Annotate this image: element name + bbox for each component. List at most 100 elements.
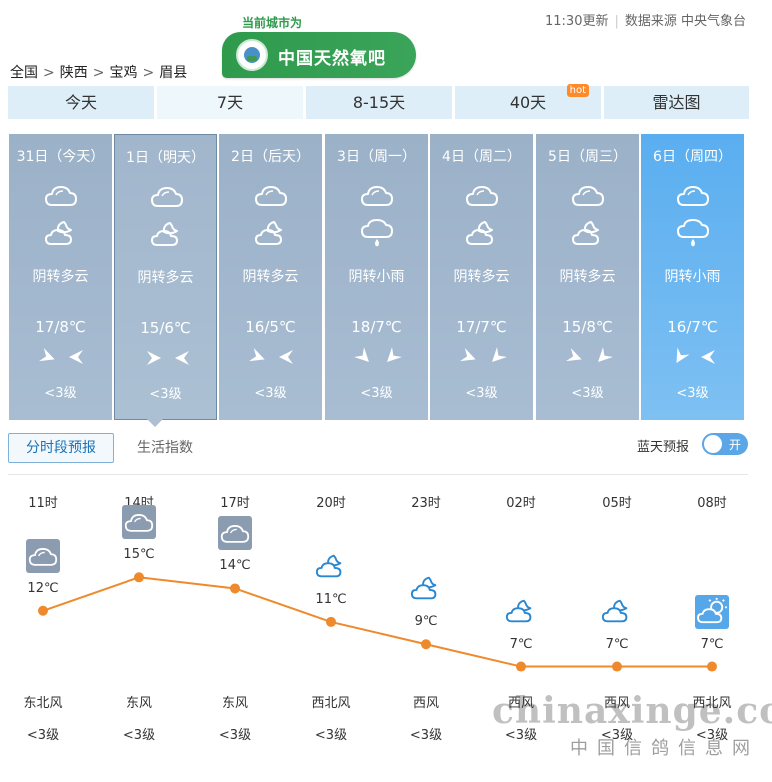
partly-cloudy-night-icon: [254, 218, 288, 246]
wind-level: <3级: [254, 386, 287, 401]
hour-wind-direction: 东北风: [23, 696, 63, 711]
day-card[interactable]: 5日（周三） 阴转多云 15/8℃ <3级: [536, 134, 639, 420]
day-date: 5日（周三）: [548, 149, 627, 165]
natural-oxygen-badge[interactable]: 中国天然氧吧: [222, 32, 416, 78]
temperature-point: [707, 661, 717, 672]
day-weather-desc: 阴转多云: [137, 270, 194, 286]
hour-temperature-label: 7℃: [605, 636, 629, 652]
temperature-point: [134, 572, 144, 583]
day-temperature: 16/7℃: [667, 318, 718, 336]
toggle-knob: [704, 435, 722, 453]
breadcrumb-city[interactable]: 宝鸡: [109, 65, 138, 81]
breadcrumb: 全国 > 陕西 > 宝鸡 > 眉县: [10, 62, 187, 82]
data-source: 数据来源 中央气象台: [624, 14, 746, 29]
temperature-line: [42, 576, 712, 668]
day-weather-desc: 阴转小雨: [664, 269, 721, 285]
wind-direction: [9, 348, 112, 368]
wind-direction-icon: [354, 347, 373, 370]
temperature-point: [326, 616, 336, 627]
breadcrumb-province[interactable]: 陕西: [59, 65, 88, 81]
wind-direction-icon: [173, 349, 191, 371]
cloudy-icon: [254, 182, 288, 210]
hour-temperature-label: 14℃: [219, 558, 251, 574]
wind-direction-icon: [671, 347, 690, 370]
hour-label: 20时: [316, 496, 346, 511]
hour-wind-direction: 西北风: [692, 696, 732, 711]
cloudy-icon: [122, 505, 156, 540]
hour-label: 08时: [697, 496, 727, 511]
tab-7day[interactable]: 7天: [157, 86, 303, 119]
update-info: 11:30更新 | 数据来源 中央气象台: [545, 14, 746, 29]
day-weather-desc: 阴转多云: [242, 269, 299, 285]
tab-life-index[interactable]: 生活指数: [137, 440, 193, 456]
cloudy-icon: [571, 182, 605, 210]
temperature-point: [38, 605, 48, 616]
day-weather-desc: 阴转多云: [32, 269, 89, 285]
breadcrumb-country[interactable]: 全国: [10, 65, 38, 81]
blue-sky-forecast-label: 蓝天预报: [637, 440, 690, 455]
day-card[interactable]: 2日（后天） 阴转多云 16/5℃ <3级: [219, 134, 322, 420]
tab-40day[interactable]: 40天 hot: [455, 84, 601, 119]
partly-cloudy-night-icon: [600, 595, 634, 629]
day-card[interactable]: 1日（明天） 阴转多云 15/6℃ <3级: [114, 134, 217, 420]
hour-wind-level: <3级: [695, 728, 729, 743]
day-temperature: 15/8℃: [562, 318, 613, 336]
wind-direction-icon: [249, 348, 267, 370]
tab-hourly-forecast[interactable]: 分时段预报: [8, 433, 114, 463]
partly-cloudy-night-icon: [571, 218, 605, 246]
tab-radar[interactable]: 雷达图: [604, 86, 749, 119]
wind-level: <3级: [571, 386, 604, 401]
day-card[interactable]: 3日（周一） 阴转小雨 18/7℃ <3级: [325, 134, 428, 420]
cloudy-icon: [676, 182, 710, 210]
day-date: 6日（周四）: [653, 149, 732, 165]
hour-wind-level: <3级: [504, 728, 538, 743]
wind-direction-icon: [699, 348, 717, 370]
wind-direction-icon: [566, 348, 584, 370]
wind-direction-icon: [488, 347, 507, 370]
partly-cloudy-night-icon: [44, 218, 78, 246]
day-card[interactable]: 4日（周二） 阴转多云 17/7℃ <3级: [430, 134, 533, 420]
day-date: 1日（明天）: [126, 150, 205, 166]
hour-label: 23时: [411, 496, 441, 511]
cloudy-icon: [26, 538, 60, 573]
hour-temperature-label: 12℃: [27, 580, 59, 596]
current-city-label: 当前城市为: [242, 16, 303, 30]
breadcrumb-county: 眉县: [159, 65, 188, 81]
day-card[interactable]: 6日（周四） 阴转小雨 16/7℃ <3级: [641, 134, 744, 420]
wind-level: <3级: [360, 386, 393, 401]
hour-wind-direction: 东风: [221, 696, 248, 711]
hour-temperature-label: 7℃: [700, 636, 724, 652]
wind-direction-icon: [383, 347, 402, 370]
hour-label: 02时: [506, 496, 536, 511]
day-date: 2日（后天）: [231, 149, 310, 165]
day-temperature: 17/7℃: [456, 318, 507, 336]
hour-label: 05时: [602, 496, 632, 511]
day-temperature: 16/5℃: [245, 318, 296, 336]
partly-cloudy-night-icon: [504, 595, 538, 629]
wind-direction-icon: [594, 347, 613, 370]
light-rain-icon: [676, 218, 710, 247]
breadcrumb-separator: >: [142, 65, 155, 81]
selected-day-caret: [147, 419, 163, 427]
wind-level: <3级: [149, 387, 182, 402]
wind-direction-icon: [145, 349, 163, 371]
brand-name: 中国天然氧吧: [278, 49, 386, 69]
wind-level: <3级: [676, 386, 709, 401]
wind-direction: [536, 347, 639, 370]
hour-wind-level: <3级: [409, 728, 443, 743]
hour-wind-direction: 西风: [412, 696, 439, 711]
tab-8-15day[interactable]: 8-15天: [306, 86, 452, 119]
tab-today[interactable]: 今天: [8, 86, 154, 119]
cloudy-icon: [360, 182, 394, 210]
wind-level: <3级: [465, 386, 498, 401]
day-card[interactable]: 31日（今天） 阴转多云 17/8℃ <3级: [9, 134, 112, 420]
wind-direction: [219, 348, 322, 368]
hour-temperature-label: 9℃: [414, 614, 438, 630]
cloudy-icon: [218, 516, 252, 551]
oxygen-bar-logo-icon: [236, 39, 268, 71]
wind-direction: [430, 347, 533, 370]
hour-wind-direction: 西北风: [311, 696, 351, 711]
blue-sky-toggle[interactable]: 开: [702, 433, 748, 455]
breadcrumb-separator: >: [43, 65, 55, 81]
